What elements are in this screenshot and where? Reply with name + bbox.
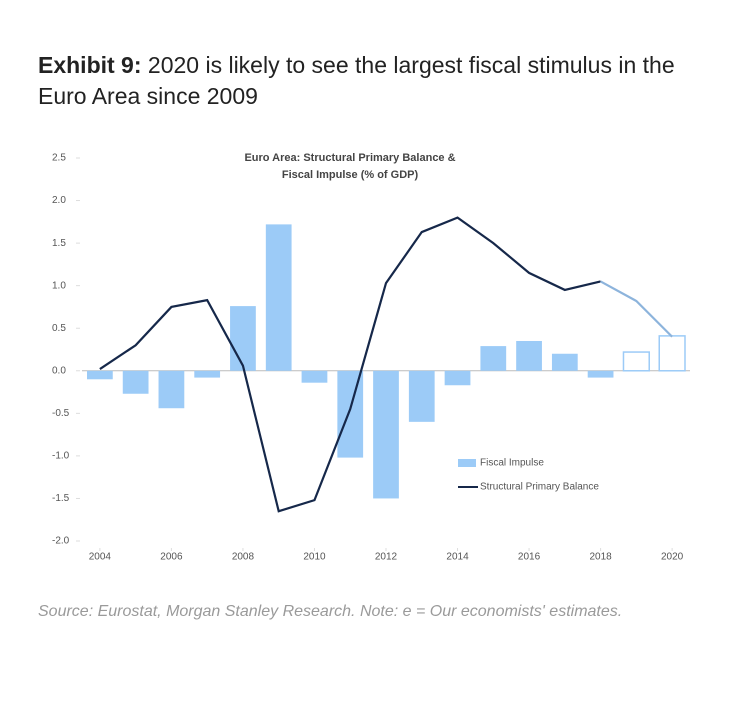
bar xyxy=(265,224,292,371)
bar xyxy=(444,370,471,386)
legend-label: Structural Primary Balance xyxy=(480,482,599,493)
y-tick-label: -1.5 xyxy=(52,493,70,504)
y-tick-label: 0.5 xyxy=(52,323,66,334)
bar xyxy=(230,306,256,371)
x-tick-label: 2020 xyxy=(661,552,684,563)
y-tick-label: 0.0 xyxy=(52,365,66,376)
y-tick-label: 2.0 xyxy=(52,195,66,206)
legend-label: Fiscal Impulse xyxy=(480,458,544,469)
y-tick-label: -2.0 xyxy=(52,536,70,547)
x-tick-label: 2004 xyxy=(89,552,112,563)
line-estimate xyxy=(600,280,673,338)
x-tick-label: 2010 xyxy=(303,552,326,563)
bar xyxy=(373,370,399,499)
bar xyxy=(158,370,185,409)
bar xyxy=(408,370,435,422)
bar xyxy=(301,370,328,383)
chart: Euro Area: Structural Primary Balance & … xyxy=(52,152,690,563)
bar xyxy=(516,340,542,371)
bar xyxy=(87,370,113,380)
exhibit-text: 2020 is likely to see the largest fiscal… xyxy=(38,52,675,109)
x-tick-label: 2008 xyxy=(232,552,255,563)
x-tick-label: 2016 xyxy=(518,552,541,563)
x-tick-label: 2014 xyxy=(446,552,469,563)
y-tick-label: 2.5 xyxy=(52,153,66,164)
heading: Exhibit 9: 2020 is likely to see the lar… xyxy=(38,50,708,112)
bar xyxy=(337,370,364,458)
bar xyxy=(658,335,686,372)
bar xyxy=(480,346,507,371)
chart-title: Euro Area: Structural Primary Balance & xyxy=(244,152,455,164)
bar xyxy=(551,353,578,371)
y-tick-label: 1.0 xyxy=(52,280,66,291)
line xyxy=(99,216,601,513)
x-tick-label: 2012 xyxy=(375,552,398,563)
x-tick-label: 2018 xyxy=(589,552,612,563)
bar xyxy=(622,351,650,372)
legend-swatch xyxy=(458,459,476,467)
source-note: Source: Eurostat, Morgan Stanley Researc… xyxy=(38,603,623,620)
y-tick-label: 1.5 xyxy=(52,238,66,249)
x-tick-label: 2006 xyxy=(160,552,183,563)
bar xyxy=(194,370,221,378)
exhibit-label: Exhibit 9: xyxy=(38,52,142,78)
y-tick-label: -0.5 xyxy=(52,408,70,419)
y-tick-label: -1.0 xyxy=(52,451,70,462)
bar xyxy=(122,370,149,394)
chart-title: Fiscal Impulse (% of GDP) xyxy=(282,169,419,181)
bar xyxy=(587,370,614,378)
